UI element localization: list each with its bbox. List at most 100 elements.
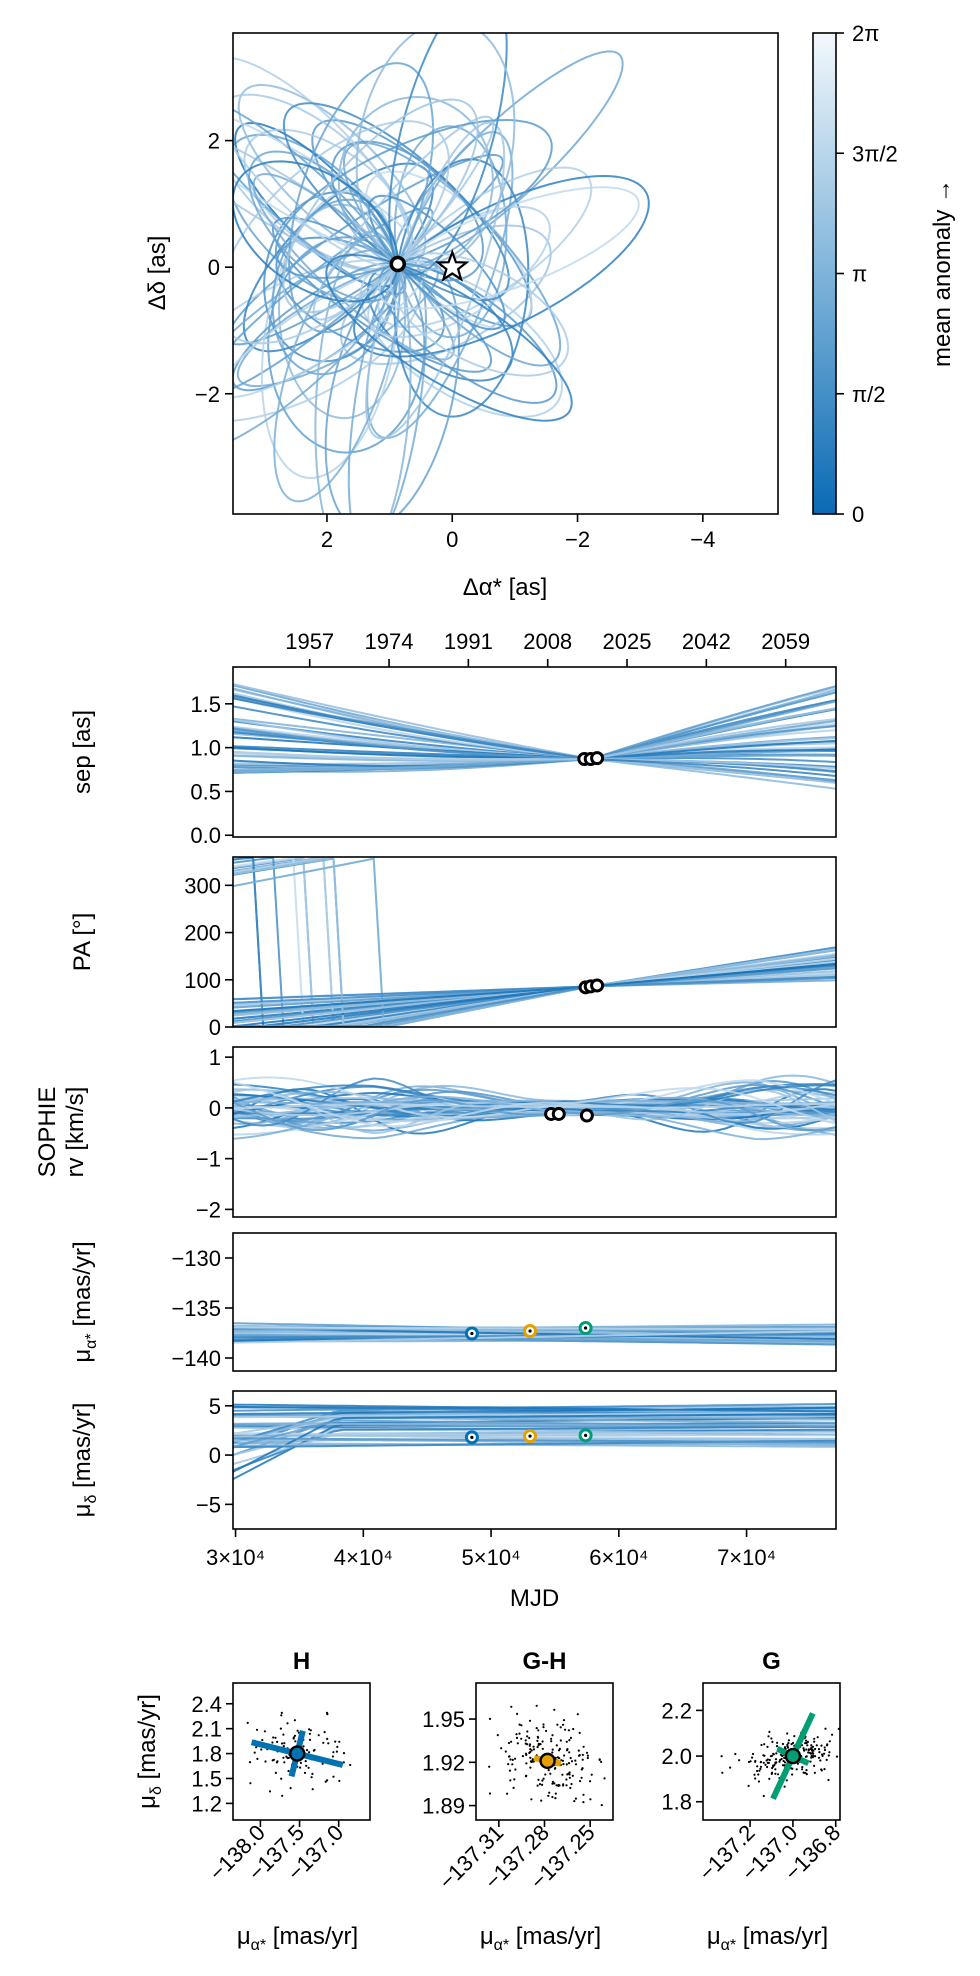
orbit-plot: 2 0 −2 −4 2 0 −2 Δα* [as] Δδ [as]: [144, 32, 779, 601]
pm-G-point: [803, 1749, 806, 1752]
pm-G-point: [793, 1735, 796, 1738]
pm-H-point: [307, 1766, 310, 1769]
orbit-curve: [282, 102, 510, 302]
sep-frame: [232, 666, 837, 838]
sep-ytick-label: 0.0: [190, 823, 221, 848]
pa-panel: 0 100 200 300 PA [°]: [69, 856, 837, 1040]
pm-G-H-point: [537, 1729, 540, 1732]
pm-G-H-point: [541, 1747, 544, 1750]
pm-G-H-point: [623, 1788, 625, 1790]
pm-G-point: [781, 1742, 785, 1746]
pm-G-H-point: [574, 1759, 577, 1762]
rv-curve: [233, 1104, 836, 1119]
pm-H-point: [285, 1755, 288, 1758]
pm-G-H-point: [488, 1765, 491, 1768]
pm-H-point: [299, 1766, 302, 1769]
mjd-xtick-label: 3×10⁴: [206, 1545, 265, 1570]
pm-H-point: [322, 1741, 325, 1744]
orbit-xlabel: Δα* [as]: [463, 574, 548, 601]
pm-G-H-point: [551, 1782, 554, 1785]
sep-curves: [233, 683, 836, 790]
pm-G-H-point: [572, 1727, 575, 1731]
pm-G-H-point: [570, 1760, 574, 1763]
pm-G-point: [779, 1753, 783, 1756]
pm-G-point: [753, 1773, 756, 1776]
pm-G-H-point: [526, 1735, 529, 1738]
star-marker: [434, 248, 470, 282]
year-tick-label: 1974: [365, 629, 414, 654]
pa-curve: [233, 946, 836, 1001]
pm-H-point: [332, 1751, 335, 1754]
pm-G-H-point: [615, 1768, 617, 1770]
pm-G-H-point: [557, 1783, 560, 1787]
pm-H-point: [324, 1780, 327, 1783]
pm-H-point: [321, 1762, 324, 1765]
pm-H-content: [246, 1711, 352, 1797]
pm-G-H-point: [507, 1741, 511, 1745]
pm-G-H-point: [550, 1737, 553, 1740]
pm-G-H-point: [542, 1726, 545, 1729]
pm-G-H-point: [549, 1772, 552, 1775]
pm-G-point: [827, 1778, 830, 1782]
year-tick-label: 2042: [682, 629, 731, 654]
orbit-curve: [277, 203, 407, 420]
year-tick-label: 1991: [444, 629, 493, 654]
pa-curve: [233, 975, 836, 1027]
pm-G-point: [772, 1752, 775, 1755]
pm-G-H-point: [529, 1748, 532, 1751]
pm-G-H-point: [569, 1756, 572, 1760]
pmra-frame: [232, 1232, 837, 1372]
pm-G-H-point: [515, 1733, 518, 1736]
pm-panel-H: H1.21.51.82.12.4−138.0−137.5−137.0μα* [m…: [134, 1648, 371, 1954]
pm-G-content: [720, 1712, 840, 1801]
pm-G-H-point: [541, 1783, 544, 1786]
pm-ytick-label: 1.2: [191, 1791, 222, 1816]
pm-G-H-point: [556, 1723, 559, 1726]
pm-H-point: [303, 1771, 307, 1774]
pm-H-point: [326, 1737, 329, 1740]
pm-G-H-point: [581, 1753, 584, 1756]
pmdec-ylabel-unit: [mas/yr]: [69, 1403, 96, 1495]
pmdec-ytick-label: −5: [196, 1492, 221, 1517]
pm-xlabel-sub: α*: [721, 1937, 736, 1954]
pm-G-point: [777, 1773, 780, 1776]
pm-H-point: [271, 1759, 274, 1762]
orbit-curve: [342, 141, 562, 367]
orbit-observation: [389, 255, 407, 273]
pm-G-H-point: [551, 1780, 555, 1783]
pm-G-point: [791, 1773, 794, 1776]
pm-G-H-point: [582, 1793, 585, 1796]
pm-G-H-point: [590, 1773, 593, 1776]
pm-G-point: [802, 1771, 805, 1774]
pm-G-H-point: [578, 1731, 581, 1734]
pm-G-point: [805, 1755, 808, 1758]
orbit-curve: [337, 95, 494, 268]
pm-H-point: [325, 1711, 329, 1714]
pm-H-point: [338, 1740, 341, 1743]
pm-G-H-point: [541, 1740, 544, 1743]
pm-G-H-point: [568, 1773, 571, 1776]
pm-G-H-point: [577, 1749, 580, 1752]
pm-G-H-point: [561, 1759, 565, 1762]
colorbar-tick-label: 0: [852, 502, 864, 527]
mjd-xtick-label: 5×10⁴: [462, 1545, 521, 1570]
pm-H-point: [274, 1736, 277, 1739]
pm-H-point: [308, 1751, 311, 1754]
pm-G-point: [776, 1741, 779, 1744]
pmra-ylabel: μα* [mas/yr]: [69, 1241, 100, 1362]
sep-observation: [590, 751, 605, 766]
pm-G-H-point: [573, 1800, 576, 1803]
pm-G-xlabel: μα* [mas/yr]: [707, 1923, 828, 1954]
pm-G-H-point: [568, 1739, 571, 1742]
pm-G-point: [816, 1736, 819, 1739]
pm-G-H-point: [568, 1776, 571, 1779]
pm-G-point: [767, 1735, 770, 1738]
pm-G-point: [796, 1762, 800, 1765]
pm-G-H-point: [554, 1797, 557, 1800]
orbit-curve: [353, 174, 650, 358]
pm-G-H-point: [538, 1783, 542, 1786]
pm-G-H-point: [550, 1740, 553, 1743]
pm-G-H-point: [566, 1748, 569, 1751]
pm-G-point: [801, 1768, 804, 1771]
pm-G-H-point: [496, 1734, 499, 1737]
